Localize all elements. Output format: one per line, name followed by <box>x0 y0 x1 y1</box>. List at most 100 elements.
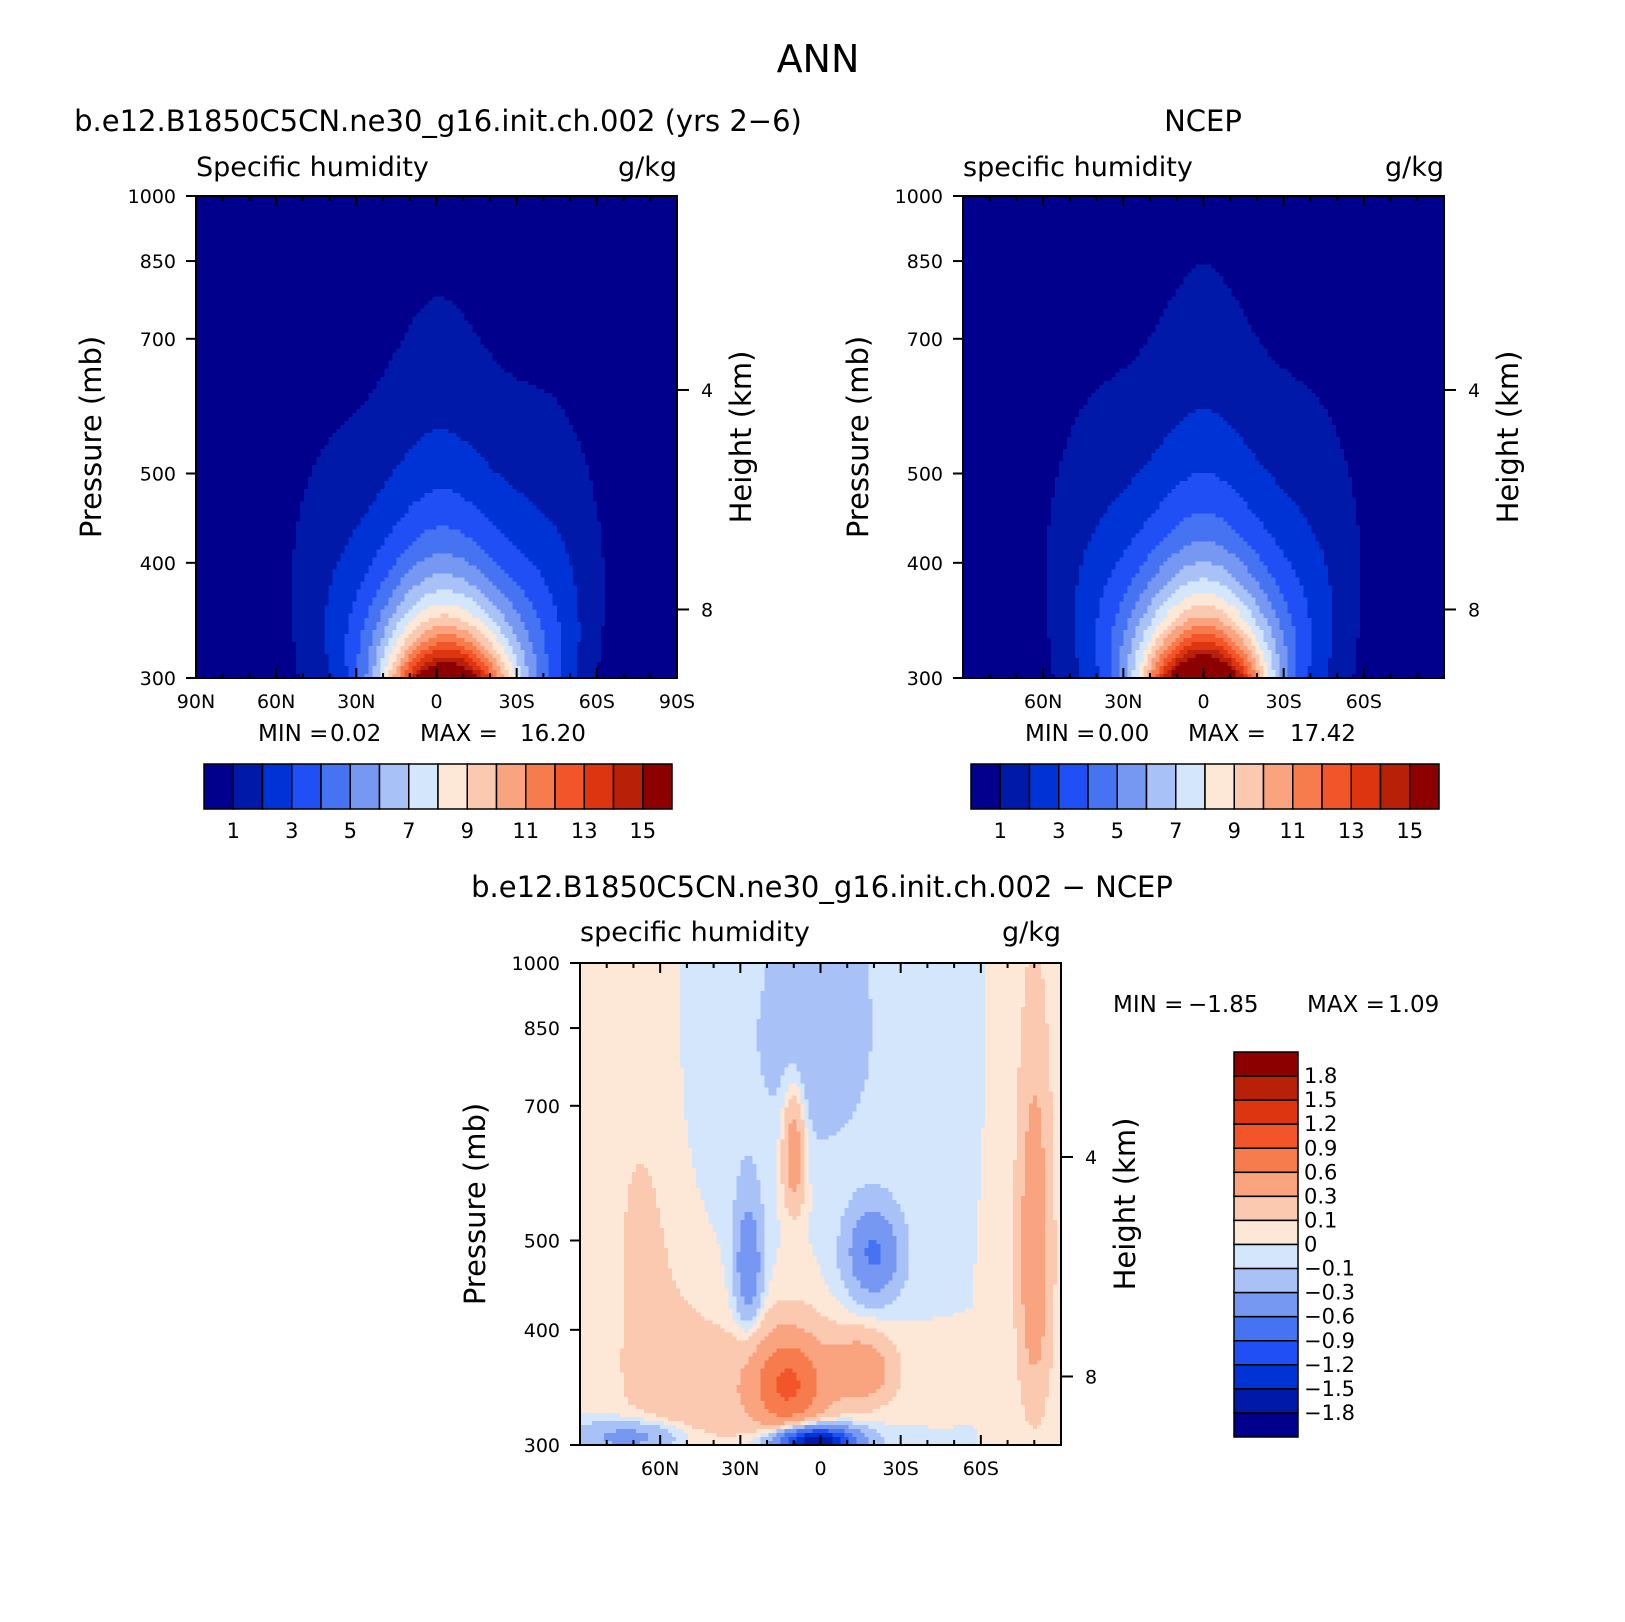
field-cell <box>300 216 305 221</box>
field-cell <box>428 200 433 205</box>
field-cell <box>653 220 658 225</box>
field-cell <box>553 208 558 213</box>
field-cell <box>212 220 217 225</box>
field-cell <box>380 224 385 229</box>
field-cell <box>404 200 409 205</box>
field-cell <box>557 216 562 221</box>
field-cell <box>525 212 530 217</box>
field-cell <box>441 216 446 221</box>
field-cell <box>348 228 353 233</box>
field-cell <box>445 224 450 229</box>
field-cell <box>416 228 421 233</box>
field-cell <box>248 224 253 229</box>
field-cell <box>533 212 538 217</box>
field-cell <box>272 220 277 225</box>
field-cell <box>565 220 570 225</box>
field-cell <box>280 208 285 213</box>
field-cell <box>352 224 357 229</box>
field-cell <box>316 224 321 229</box>
field-cell <box>344 224 349 229</box>
field-cell <box>541 224 546 229</box>
field-cell <box>428 224 433 229</box>
field-cell <box>465 208 470 213</box>
field-cell <box>601 224 606 229</box>
field-cell <box>316 200 321 205</box>
field-cell <box>232 212 237 217</box>
field-cell <box>316 204 321 209</box>
field-cell <box>304 220 309 225</box>
field-cell <box>376 204 381 209</box>
field-cell <box>669 216 674 221</box>
field-cell <box>432 228 437 233</box>
field-cell <box>513 208 518 213</box>
field-cell <box>437 216 442 221</box>
field-cell <box>649 208 654 213</box>
field-cell <box>481 212 486 217</box>
field-cell <box>268 216 273 221</box>
field-cell <box>236 224 241 229</box>
field-cell <box>336 204 341 209</box>
field-cell <box>461 224 466 229</box>
field-cell <box>236 204 241 209</box>
field-cell <box>605 220 610 225</box>
field-cell <box>509 200 514 205</box>
field-cell <box>268 200 273 205</box>
field-cell <box>388 204 393 209</box>
field-cell <box>204 208 209 213</box>
field-cell <box>280 212 285 217</box>
field-cell <box>296 228 301 233</box>
field-cell <box>208 220 213 225</box>
field-cell <box>412 228 417 233</box>
field-cell <box>400 224 405 229</box>
field-cell <box>565 216 570 221</box>
field-cell <box>593 216 598 221</box>
field-cell <box>541 220 546 225</box>
field-cell <box>272 228 277 233</box>
field-cell <box>565 212 570 217</box>
field-cell <box>344 200 349 205</box>
field-cell <box>497 204 502 209</box>
field-cell <box>420 204 425 209</box>
field-cell <box>300 228 305 233</box>
field-cell <box>320 212 325 217</box>
field-cell <box>665 200 670 205</box>
field-cell <box>364 204 369 209</box>
field-cell <box>565 224 570 229</box>
field-cell <box>517 212 522 217</box>
field-cell <box>545 212 550 217</box>
field-cell <box>320 208 325 213</box>
field-cell <box>441 212 446 217</box>
field-cell <box>661 220 666 225</box>
field-cell <box>577 208 582 213</box>
field-cell <box>352 220 357 225</box>
field-cell <box>513 220 518 225</box>
field-cell <box>453 220 458 225</box>
field-cell <box>469 204 474 209</box>
field-cell <box>569 204 574 209</box>
field-cell <box>260 208 265 213</box>
field-cell <box>332 228 337 233</box>
field-cell <box>340 216 345 221</box>
field-cell <box>396 220 401 225</box>
field-cell <box>228 224 233 229</box>
field-cell <box>212 208 217 213</box>
field-cell <box>408 212 413 217</box>
field-cell <box>288 220 293 225</box>
field-cell <box>533 224 538 229</box>
field-cell <box>553 212 558 217</box>
field-cell <box>645 220 650 225</box>
field-cell <box>248 204 253 209</box>
field-cell <box>521 224 526 229</box>
field-cell <box>561 224 566 229</box>
field-cell <box>661 208 666 213</box>
field-cell <box>388 212 393 217</box>
field-cell <box>529 204 534 209</box>
field-cell <box>248 212 253 217</box>
field-cell <box>264 212 269 217</box>
field-cell <box>416 212 421 217</box>
field-cell <box>669 204 674 209</box>
field-cell <box>232 208 237 213</box>
field-cell <box>308 224 313 229</box>
field-cell <box>236 200 241 205</box>
field-cell <box>344 204 349 209</box>
